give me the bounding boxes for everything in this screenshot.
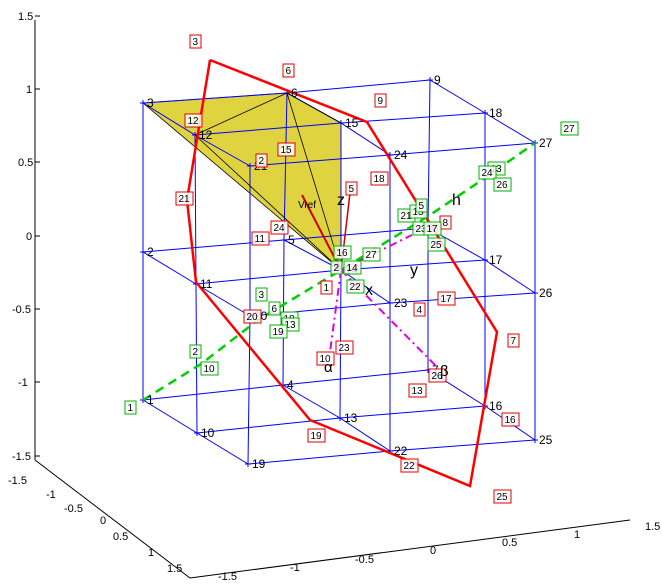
- node-label-26: 26: [539, 286, 553, 300]
- red-tag-2: 9: [378, 96, 384, 107]
- node-label-11: 11: [200, 277, 213, 291]
- green-tag-3: 26: [497, 180, 509, 191]
- axis-letter-z: z: [337, 192, 345, 209]
- tick-label-vertical-1: 1: [26, 84, 32, 96]
- node-label-25: 25: [539, 433, 553, 447]
- tick-label-bottom-6: 1.5: [645, 521, 660, 533]
- green-tag-16: 6: [272, 304, 278, 315]
- red-tag-1: 6: [286, 66, 292, 77]
- green-tag-15: 3: [259, 290, 265, 301]
- green-tag-13: 14: [347, 263, 359, 274]
- red-tag-24: 25: [497, 492, 509, 503]
- red-tag-15: 20: [247, 312, 259, 323]
- red-tag-16: 7: [511, 336, 517, 347]
- node-label-23: 23: [394, 296, 408, 310]
- node-label-1: 1: [147, 393, 154, 407]
- red-tag-14: 4: [417, 305, 423, 316]
- greek-label-0: α: [324, 359, 333, 376]
- green-tag-19: 19: [273, 327, 285, 338]
- red-tag-10: 11: [255, 234, 266, 245]
- node-label-18: 18: [489, 106, 503, 120]
- green-tag-6: 5: [419, 201, 425, 212]
- green-tag-2: 24: [482, 168, 494, 179]
- axis-letter-h: h: [452, 192, 461, 209]
- tick-label-vertical-2: 0.5: [18, 157, 33, 169]
- red-tag-9: 24: [274, 223, 286, 234]
- tick-label-left-0: -1.5: [8, 475, 27, 487]
- green-tag-11: 16: [337, 248, 349, 259]
- red-tag-18: 23: [339, 343, 351, 354]
- tick-label-bottom-5: 1: [574, 529, 580, 541]
- tick-label-left-6: 1.5: [167, 563, 182, 575]
- tick-label-left-3: 0: [100, 515, 106, 527]
- node-label-5: 5: [288, 233, 295, 247]
- tick-label-bottom-3: 0: [430, 545, 436, 557]
- red-tag-5: 18: [374, 174, 386, 185]
- tick-label-vertical-0: 1.5: [18, 11, 33, 23]
- node-label-3: 3: [147, 96, 154, 110]
- tick-label-left-5: 1: [148, 547, 154, 559]
- red-tag-6: 2: [259, 156, 265, 167]
- tick-label-left-1: -1: [46, 489, 56, 501]
- tick-label-vertical-4: -0.5: [12, 304, 31, 316]
- tick-label-bottom-1: -1: [290, 562, 300, 574]
- red-tag-12: 1: [324, 283, 330, 294]
- axis-tick-labels: 1.5 1 0.5 0 -0.5 -1 -1.5 -1.5 -1 -0.5 0 0.5 1 1.5 -1.5…: [8, 11, 660, 583]
- node-label-6: 6: [291, 86, 298, 100]
- red-tag-0: 3: [193, 37, 199, 48]
- green-tag-14: 22: [350, 282, 362, 293]
- red-tag-4: 15: [281, 145, 293, 156]
- red-tag-23: 22: [404, 461, 416, 472]
- node-label-10: 10: [201, 426, 215, 440]
- node-label-24: 24: [394, 148, 408, 162]
- green-tag-9: 25: [431, 240, 443, 251]
- tick-label-vertical-5: -1: [18, 377, 28, 389]
- node-label-27: 27: [539, 136, 553, 150]
- vref-label: Vref: [298, 200, 316, 211]
- red-tag-3: 12: [188, 116, 200, 127]
- axis-letter-x: x: [365, 282, 373, 299]
- node-label-15: 15: [345, 116, 359, 130]
- red-tag-21: 19: [311, 431, 323, 442]
- node-label-16: 16: [489, 399, 503, 413]
- green-tag-10: 27: [366, 250, 378, 261]
- red-tag-13: 17: [441, 294, 453, 305]
- node-label-19: 19: [252, 457, 266, 471]
- tick-label-left-2: -0.5: [64, 503, 83, 515]
- green-tag-22: 1: [128, 403, 134, 414]
- tick-label-vertical-3: 0: [26, 231, 32, 243]
- axis-tick-marks: [35, 16, 40, 456]
- green-tag-8: 17: [427, 224, 439, 235]
- tick-label-vertical-6: -1.5: [12, 451, 31, 463]
- green-tag-0: 27: [564, 124, 576, 135]
- node-label-22: 22: [394, 444, 408, 458]
- green-tag-12: 2: [334, 263, 340, 274]
- green-tag-20: 2: [193, 347, 199, 358]
- green-tag-21: 10: [204, 364, 216, 375]
- tick-label-bottom-0: -1.5: [218, 571, 237, 583]
- axis-letter-y: y: [410, 262, 418, 279]
- red-tag-7: 21: [179, 194, 191, 205]
- node-label-17: 17: [489, 253, 503, 267]
- greek-label-1: β: [440, 363, 449, 380]
- node-label-12: 12: [199, 128, 213, 142]
- node-label-13: 13: [344, 411, 358, 425]
- red-tag-22: 16: [505, 415, 517, 426]
- tick-label-bottom-2: -0.5: [355, 554, 374, 566]
- node-label-4: 4: [287, 378, 294, 392]
- red-tag-11: 8: [443, 218, 449, 229]
- tick-label-bottom-4: 0.5: [502, 537, 517, 549]
- node-label-2: 2: [147, 245, 154, 259]
- red-tag-19: 13: [412, 386, 424, 397]
- node-label-9: 9: [434, 73, 441, 87]
- tick-label-left-4: 0.5: [113, 531, 128, 543]
- red-tag-8: 5: [349, 184, 355, 195]
